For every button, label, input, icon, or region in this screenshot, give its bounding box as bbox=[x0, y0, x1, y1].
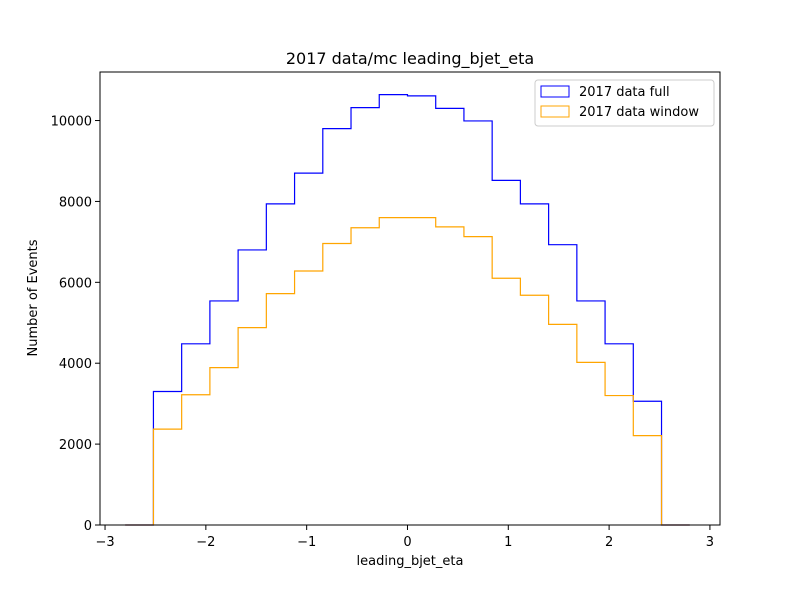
x-axis-label: leading_bjet_eta bbox=[357, 554, 464, 569]
y-tick-label: 8000 bbox=[59, 195, 92, 210]
y-tick-label: 4000 bbox=[59, 357, 92, 372]
legend-box bbox=[534, 79, 715, 127]
legend: 2017 data full 2017 data window bbox=[534, 79, 715, 127]
chart-title: 2017 data/mc leading_bjet_eta bbox=[286, 49, 534, 69]
y-tick-label: 6000 bbox=[59, 276, 92, 291]
axes-frame bbox=[99, 71, 721, 526]
y-axis-label: Number of Events bbox=[26, 239, 41, 356]
plot-area bbox=[125, 94, 690, 526]
legend-swatch-data-window bbox=[540, 105, 570, 118]
x-axis: −3 −2 −1 0 1 2 3 bbox=[95, 525, 714, 550]
x-tick-label: −1 bbox=[297, 535, 316, 550]
x-tick-label: 1 bbox=[504, 535, 512, 550]
legend-label-data-window: 2017 data window bbox=[579, 105, 699, 120]
legend-swatch-data-full bbox=[540, 85, 570, 98]
y-tick-label: 0 bbox=[84, 519, 92, 534]
y-axis: 0 2000 4000 6000 8000 10000 bbox=[51, 115, 100, 534]
series-line-data-window bbox=[125, 217, 690, 526]
y-tick-label: 2000 bbox=[59, 438, 92, 453]
x-tick-label: −3 bbox=[95, 535, 114, 550]
x-tick-label: 2 bbox=[605, 535, 613, 550]
y-tick-label: 10000 bbox=[51, 115, 92, 130]
x-tick-label: 3 bbox=[706, 535, 714, 550]
series-line-data-full bbox=[125, 94, 690, 526]
legend-label-data-full: 2017 data full bbox=[579, 85, 670, 100]
x-tick-label: 0 bbox=[403, 535, 411, 550]
x-tick-label: −2 bbox=[196, 535, 215, 550]
